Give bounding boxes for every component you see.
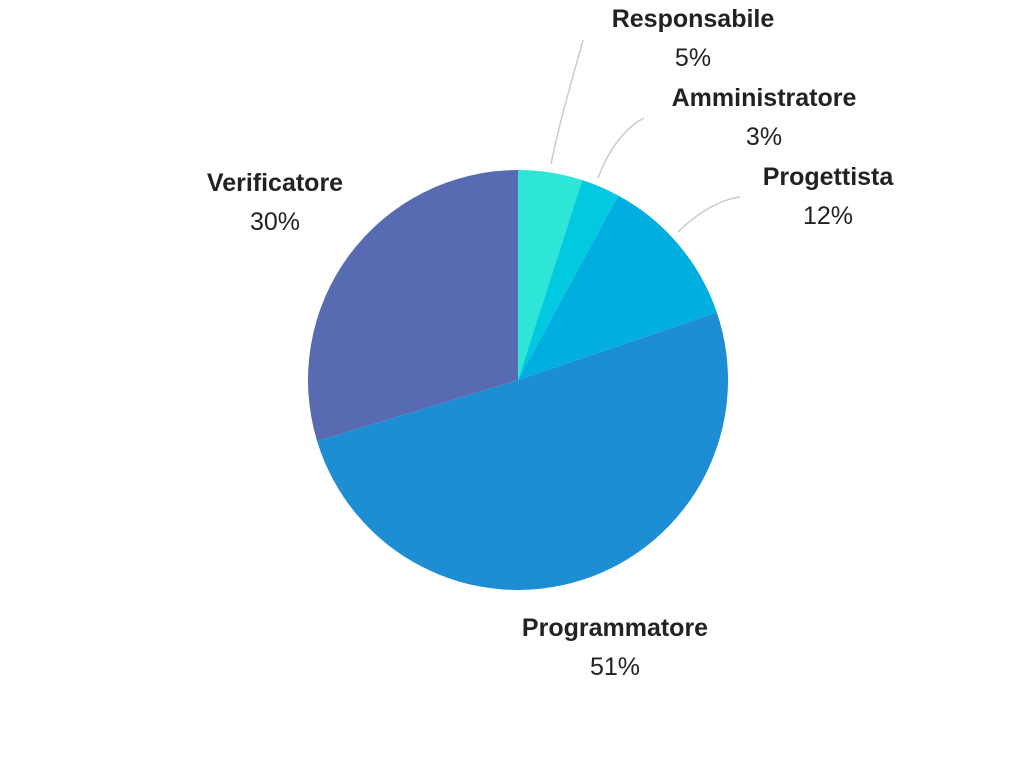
- pie-slice-amministratore: [518, 180, 619, 380]
- label-progettista: Progettista 12%: [763, 162, 894, 240]
- label-amministratore: Amministratore 3%: [672, 83, 857, 161]
- leader-line-amministratore: [597, 117, 645, 179]
- slice-name-responsabile: Responsabile: [611, 5, 775, 33]
- slice-percent-amministratore: 3%: [745, 123, 783, 151]
- leader-lines: [550, 39, 741, 233]
- label-verificatore: Verificatore 30%: [207, 168, 343, 246]
- pie-slice-programmatore: [317, 312, 728, 590]
- leader-line-responsabile: [550, 39, 584, 165]
- slice-percent-progettista: 12%: [802, 202, 854, 230]
- label-responsabile: Responsabile 5%: [612, 4, 775, 82]
- slice-percent-verificatore: 30%: [249, 208, 301, 236]
- slice-name-verificatore: Verificatore: [206, 169, 344, 197]
- pie-slice-verificatore: [308, 170, 518, 442]
- pie-slices: [308, 170, 728, 590]
- pie-slice-responsabile: [518, 170, 583, 380]
- slice-name-programmatore: Programmatore: [521, 614, 709, 642]
- slice-percent-responsabile: 5%: [674, 44, 712, 72]
- slice-name-amministratore: Amministratore: [671, 84, 857, 112]
- pie-slice-progettista: [518, 195, 717, 380]
- slice-percent-programmatore: 51%: [589, 653, 641, 681]
- label-programmatore: Programmatore 51%: [522, 613, 708, 691]
- leader-line-progettista: [677, 196, 741, 233]
- slice-name-progettista: Progettista: [762, 163, 894, 191]
